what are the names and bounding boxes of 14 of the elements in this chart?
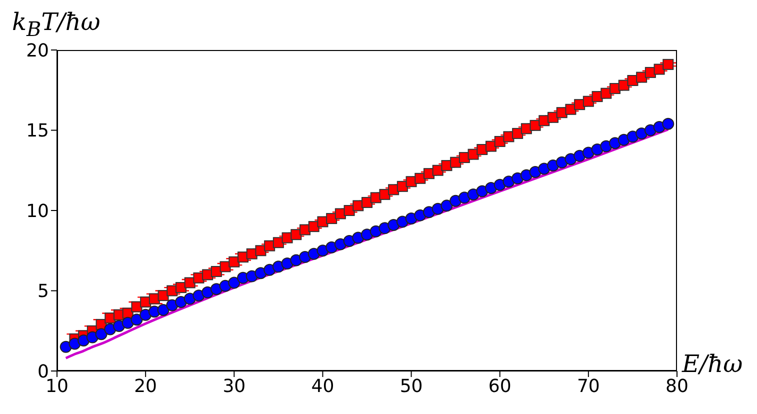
y-tick-label: 10 xyxy=(26,200,49,222)
x-tick-label: 30 xyxy=(222,376,246,397)
x-axis-title: E/ħω xyxy=(682,350,743,378)
y-tick-label: 5 xyxy=(38,281,49,302)
y-tick-label: 15 xyxy=(26,120,49,142)
y-tick-label: 20 xyxy=(26,40,49,62)
y-axis-title: k$_{B}$T/ħω xyxy=(12,8,100,41)
x-tick-label: 70 xyxy=(576,376,600,397)
x-tick-label: 80 xyxy=(666,376,688,397)
x-tick-label: 40 xyxy=(311,376,334,397)
y-tick-label: 0 xyxy=(38,361,49,382)
x-tick-label: 60 xyxy=(488,376,512,397)
x-tick-label: 20 xyxy=(134,376,158,397)
x-tick-label: 50 xyxy=(400,376,423,397)
